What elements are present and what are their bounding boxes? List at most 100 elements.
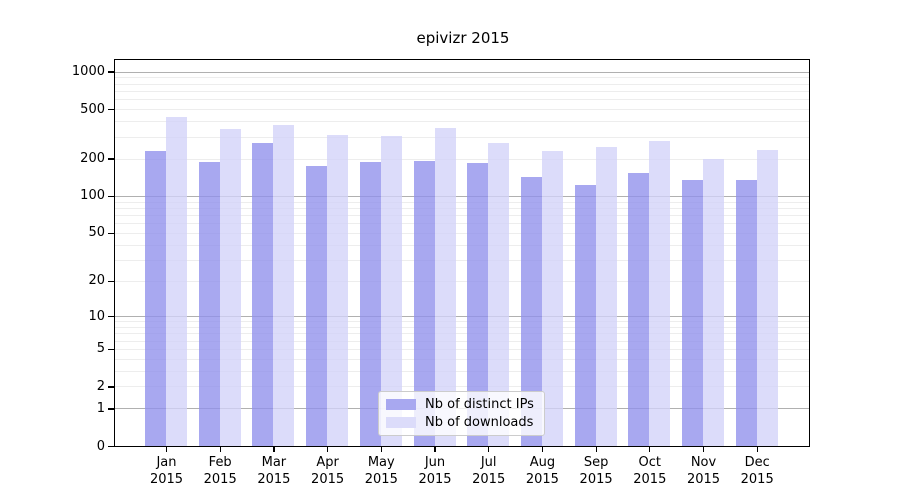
legend: Nb of distinct IPs Nb of downloads [378, 391, 545, 436]
y-tick-label-500: 500 [80, 101, 105, 117]
x-tick-mark-mar [273, 447, 275, 452]
x-tick-label-apr: Apr 2015 [300, 454, 356, 488]
gridline-minor-500 [115, 109, 809, 111]
y-tick-mark-200 [108, 158, 114, 160]
y-tick-mark-0 [108, 445, 114, 448]
plot-area: Nb of distinct IPs Nb of downloads [114, 59, 810, 447]
x-tick-label-mar: Mar 2015 [246, 454, 302, 488]
bar-distinct-ips-oct [628, 172, 650, 446]
x-tick-label-month: Mar [261, 455, 287, 470]
y-tick-mark-10 [108, 315, 114, 318]
bar-downloads-apr [327, 135, 349, 446]
bar-distinct-ips-dec [735, 180, 757, 446]
x-tick-label-month: Oct [638, 455, 662, 470]
x-tick-label-year: 2015 [203, 472, 237, 487]
x-tick-label-year: 2015 [364, 472, 398, 487]
chart-title: epivizr 2015 [416, 29, 510, 47]
y-tick-label-5: 5 [96, 341, 105, 357]
y-tick-mark-20 [108, 280, 114, 283]
gridline-minor-900 [115, 77, 809, 79]
bar-distinct-ips-apr [306, 165, 328, 446]
x-tick-label-year: 2015 [418, 472, 452, 487]
x-tick-label-year: 2015 [633, 472, 667, 487]
x-tick-label-month: Nov [690, 455, 717, 470]
x-tick-label-year: 2015 [149, 472, 184, 487]
legend-swatch-downloads [386, 417, 416, 428]
x-tick-label-month: Apr [316, 455, 339, 470]
bar-downloads-oct [649, 140, 671, 446]
x-tick-mark-apr [327, 447, 329, 452]
x-tick-label-month: Sep [583, 455, 609, 470]
legend-label-downloads: Nb of downloads [425, 415, 534, 430]
y-tick-mark-2 [108, 386, 114, 388]
y-tick-mark-50 [108, 232, 114, 235]
y-tick-label-50: 50 [88, 225, 105, 241]
y-tick-label-20: 20 [88, 273, 105, 289]
bar-distinct-ips-feb [198, 162, 220, 446]
y-tick-label-10: 10 [88, 308, 105, 324]
y-tick-mark-1 [108, 408, 114, 410]
bar-downloads-nov [703, 158, 724, 446]
x-tick-label-jan: Jan 2015 [139, 454, 195, 488]
x-tick-label-aug: Aug 2015 [514, 454, 570, 488]
gridline-minor-600 [115, 99, 809, 101]
bar-distinct-ips-jun [413, 160, 435, 446]
bar-downloads-mar [273, 124, 295, 446]
gridline-minor-700 [115, 90, 809, 92]
x-tick-mark-dec [756, 447, 758, 452]
x-tick-mark-aug [541, 447, 544, 452]
x-tick-mark-sep [595, 447, 597, 452]
y-tick-mark-5 [108, 348, 114, 351]
y-tick-label-1000: 1000 [71, 64, 105, 80]
x-tick-label-year: 2015 [740, 472, 774, 487]
bar-downloads-dec [756, 149, 778, 446]
x-tick-label-oct: Oct 2015 [622, 454, 678, 488]
x-tick-label-nov: Nov 2015 [676, 454, 732, 488]
bar-downloads-sep [595, 146, 617, 446]
bar-downloads-may [380, 135, 402, 446]
bar-downloads-jul [488, 143, 510, 446]
y-tick-label-100: 100 [80, 188, 105, 204]
x-tick-label-year: 2015 [686, 472, 721, 487]
bar-distinct-ips-mar [252, 143, 274, 446]
x-tick-label-month: Jan [156, 455, 177, 470]
bar-downloads-aug [541, 150, 563, 446]
y-tick-label-200: 200 [80, 151, 105, 167]
x-tick-label-month: Jun [424, 455, 446, 470]
x-tick-label-year: 2015 [311, 472, 345, 487]
x-tick-label-feb: Feb 2015 [192, 454, 248, 488]
y-tick-label-1: 1 [96, 400, 105, 416]
x-tick-label-may: May 2015 [353, 454, 409, 488]
bar-downloads-jan [166, 116, 187, 446]
bar-distinct-ips-sep [574, 184, 596, 446]
gridline-minor-800 [115, 83, 809, 85]
x-tick-label-jun: Jun 2015 [407, 454, 463, 488]
y-tick-label-0: 0 [96, 438, 105, 454]
x-tick-label-year: 2015 [525, 472, 559, 487]
bar-distinct-ips-jan [145, 150, 166, 446]
x-tick-label-dec: Dec 2015 [729, 454, 785, 488]
x-tick-label-year: 2015 [257, 472, 291, 487]
bar-distinct-ips-nov [682, 179, 703, 446]
gridline-minor-400 [115, 121, 809, 123]
legend-swatch-distinct-ips [386, 399, 416, 410]
bar-downloads-feb [219, 129, 241, 446]
gridline-major-1000 [115, 71, 809, 73]
x-tick-mark-jun [434, 447, 436, 452]
x-tick-label-year: 2015 [579, 472, 613, 487]
legend-item-distinct-ips: Nb of distinct IPs [386, 397, 534, 412]
x-tick-label-jul: Jul 2015 [461, 454, 517, 488]
y-tick-label-2: 2 [96, 378, 105, 394]
x-tick-label-month: May [367, 455, 395, 470]
x-tick-label-sep: Sep 2015 [568, 454, 624, 488]
x-tick-mark-nov [702, 447, 705, 452]
x-tick-label-month: Aug [529, 455, 556, 470]
x-tick-mark-oct [649, 447, 651, 452]
x-tick-label-month: Jul [480, 455, 497, 470]
x-tick-label-year: 2015 [472, 472, 506, 487]
x-tick-mark-jan [165, 447, 168, 452]
bar-distinct-ips-aug [520, 176, 542, 446]
y-tick-mark-100 [108, 195, 114, 198]
x-tick-mark-feb [219, 447, 221, 452]
